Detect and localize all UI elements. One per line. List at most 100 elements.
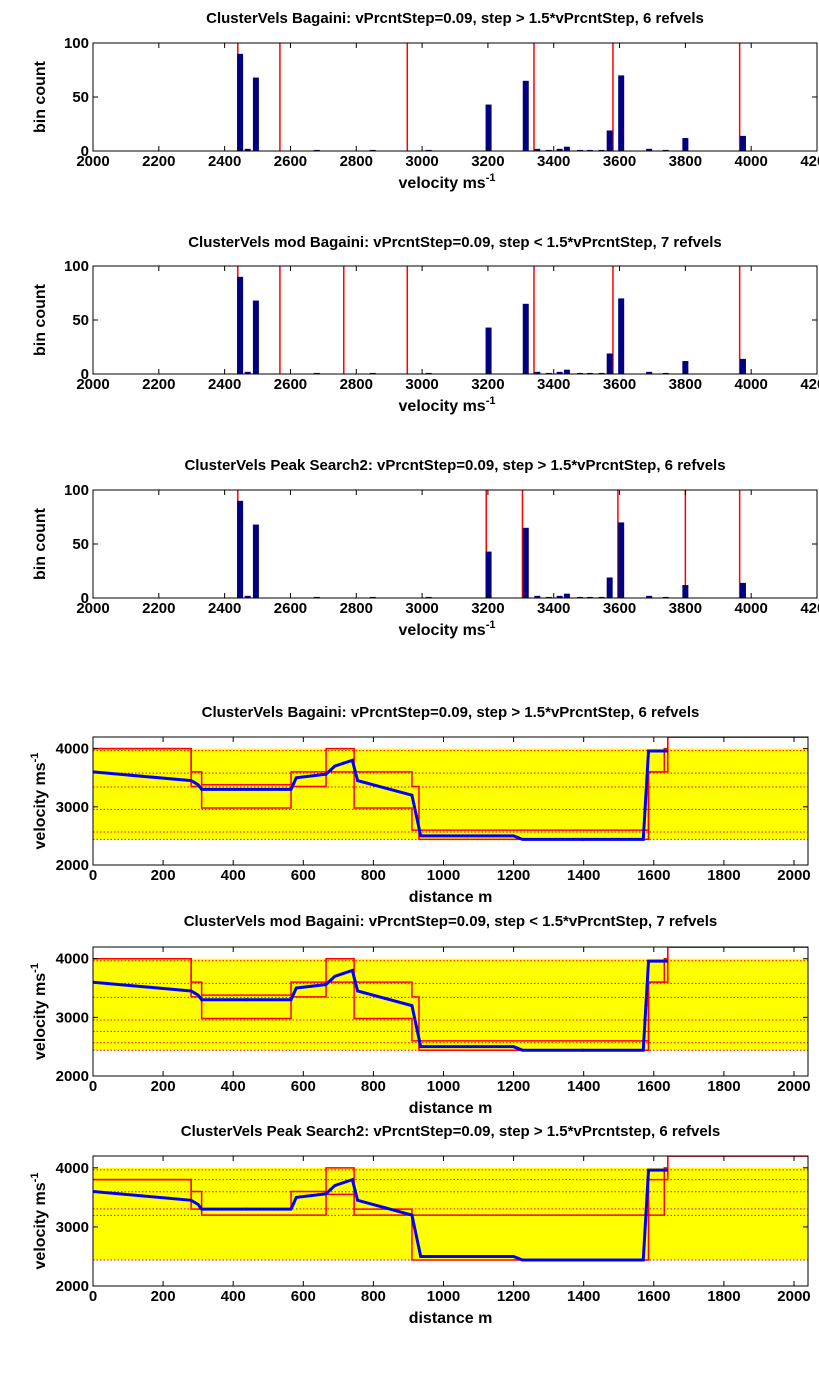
bar — [534, 148, 541, 151]
velocity-point — [414, 814, 418, 818]
velocity-point — [656, 749, 660, 753]
x-tick-label: 3400 — [537, 600, 570, 617]
velocity-point — [644, 793, 648, 797]
lower-bound-line — [93, 737, 808, 841]
x-tick-label: 1600 — [637, 867, 670, 884]
bar — [646, 371, 653, 374]
bar — [577, 596, 584, 598]
x-axis-label: distance m — [409, 1310, 493, 1327]
bar — [244, 371, 251, 374]
x-tick-label: 2000 — [777, 1288, 810, 1305]
x-tick-label: 200 — [151, 1078, 176, 1095]
y-tick-label: 4000 — [56, 741, 89, 758]
velocity-point — [465, 1045, 469, 1049]
x-tick-label: 600 — [291, 1288, 316, 1305]
x-tick-label: 600 — [291, 867, 316, 884]
x-tick-label: 0 — [89, 1078, 97, 1095]
y-tick-label: 3000 — [56, 1219, 89, 1236]
bar — [662, 149, 669, 151]
bar — [252, 300, 259, 374]
x-tick-label: 3600 — [603, 600, 636, 617]
velocity-point — [140, 1194, 144, 1198]
x-tick-label: 2800 — [340, 376, 373, 393]
x-axis-label-superscript: -1 — [486, 172, 496, 184]
y-axis-label: velocity ms-1 — [29, 963, 49, 1060]
x-axis-label: distance m — [409, 1100, 493, 1117]
bar — [425, 372, 432, 374]
x-tick-label: 4200 — [800, 153, 819, 170]
bar — [534, 595, 541, 598]
x-tick-label: 2600 — [274, 600, 307, 617]
y-tick-label: 0 — [81, 143, 89, 160]
x-tick-label: 4000 — [734, 376, 767, 393]
velocity-point — [309, 1194, 313, 1198]
x-tick-label: 200 — [151, 1288, 176, 1305]
bar — [606, 577, 613, 598]
bar — [739, 582, 746, 598]
x-tick-label: 3200 — [471, 600, 504, 617]
x-tick-label: 4000 — [734, 153, 767, 170]
y-axis-label: bin count — [32, 60, 49, 133]
bar — [237, 500, 244, 598]
x-axis-label: velocity ms-1 — [399, 172, 496, 192]
velocity-point — [353, 1188, 357, 1192]
bar — [545, 372, 552, 374]
bar — [563, 369, 570, 374]
velocity-point — [244, 1207, 248, 1211]
x-tick-label: 3400 — [537, 153, 570, 170]
bar — [577, 372, 584, 374]
velocity-point — [292, 992, 296, 996]
velocity-point — [193, 1200, 197, 1204]
y-tick-label: 2000 — [56, 857, 89, 874]
bar — [662, 596, 669, 598]
y-axis-label-text: bin count — [32, 283, 49, 356]
plot-area — [93, 266, 817, 374]
velocity-band — [93, 958, 808, 1051]
x-tick-label: 2400 — [208, 153, 241, 170]
x-tick-label: 3600 — [603, 376, 636, 393]
x-tick-label: 2800 — [340, 153, 373, 170]
x-axis-label-text: distance m — [409, 889, 493, 906]
plot-content — [93, 1156, 808, 1262]
bar — [369, 149, 376, 151]
bar — [598, 372, 605, 374]
x-axis-label-superscript: -1 — [486, 395, 496, 407]
velocity-point — [198, 1205, 202, 1209]
y-axis-label-text: velocity ms — [32, 973, 49, 1060]
x-tick-label: 2800 — [340, 600, 373, 617]
x-tick-label: 2200 — [142, 153, 175, 170]
bar — [556, 148, 563, 151]
bar — [598, 596, 605, 598]
velocity-point — [244, 998, 248, 1002]
chart-2: 2000 2200 2400 2600 2800 3000 3200 3400 3600 3800… — [32, 234, 819, 415]
y-tick-label: 0 — [81, 366, 89, 383]
bar — [545, 596, 552, 598]
bar — [237, 53, 244, 151]
x-tick-label: 1200 — [497, 867, 530, 884]
x-axis-label-text: velocity ms — [399, 398, 486, 415]
x-tick-label: 2000 — [777, 1078, 810, 1095]
velocity-point — [328, 1188, 332, 1192]
velocity-point — [383, 1206, 387, 1210]
chart-4: 0 200 400 600 800 1000 1200 1400 1600 1800 2000 200… — [29, 704, 811, 906]
chart-title: ClusterVels Peak Search2: vPrcntStep=0.0… — [181, 1123, 720, 1140]
bar — [618, 298, 625, 374]
bar — [682, 585, 689, 598]
bar — [682, 138, 689, 151]
bar — [534, 371, 541, 374]
bar — [545, 149, 552, 151]
velocity-point — [581, 1258, 585, 1262]
x-tick-label: 4200 — [800, 376, 819, 393]
bar — [618, 75, 625, 151]
x-tick-label: 1400 — [567, 1288, 600, 1305]
y-tick-label: 50 — [72, 89, 89, 106]
x-axis-label-superscript: -1 — [486, 619, 496, 631]
y-axis-label-text: velocity ms — [32, 1182, 49, 1269]
x-tick-label: 400 — [221, 1078, 246, 1095]
y-axis-label-superscript: -1 — [29, 963, 41, 973]
bar — [425, 596, 432, 598]
velocity-point — [516, 1256, 520, 1260]
chart-1: 2000 2200 2400 2600 2800 3000 3200 3400 3600 3800… — [32, 10, 819, 192]
velocity-point — [244, 787, 248, 791]
x-tick-label: 1000 — [427, 1288, 460, 1305]
